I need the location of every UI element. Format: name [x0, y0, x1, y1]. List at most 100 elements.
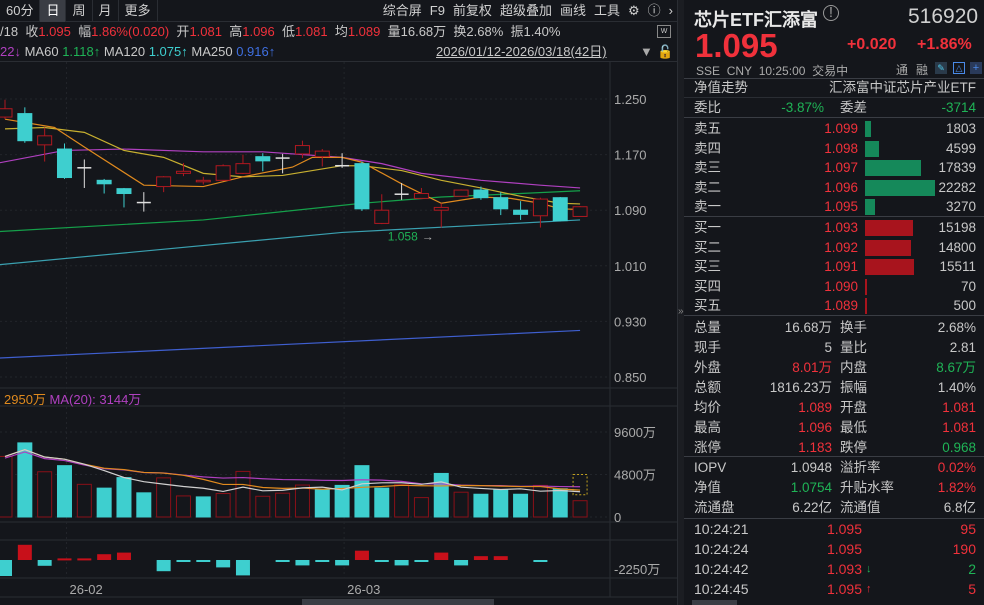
stat-value: 2.68% — [937, 320, 976, 335]
level-volume-bar — [865, 259, 914, 275]
bid-level-row[interactable]: 买四 1.090 70 — [684, 277, 976, 296]
indicator-bar — [17, 544, 32, 560]
edit-icon[interactable]: ✎ — [935, 62, 947, 74]
bid-level-row[interactable]: 买三 1.091 15511 — [684, 257, 976, 276]
f9-button[interactable]: F9 — [429, 2, 445, 18]
avg-value: 1.089 — [347, 24, 381, 39]
ask-level-row[interactable]: 卖五 1.099 1803 — [684, 119, 976, 138]
stat-value: 0.968 — [942, 440, 976, 455]
lock-icon[interactable]: 🔓 — [657, 44, 674, 59]
volume-bar — [116, 477, 132, 518]
ma-legend-row: 22↓ MA60 1.118↑ MA120 1.075↑ MA250 0.916… — [0, 42, 677, 62]
volume-tick-label: 0 — [614, 510, 621, 525]
price-tick-label: 0.850 — [614, 370, 647, 385]
nav-trend-link[interactable]: 净值走势 — [694, 80, 748, 95]
chart-canvas[interactable]: 1.250 1.170 1.090 1.010 0.930 0.850 9600万 4800万… — [0, 0, 677, 605]
turn-label: 换 — [453, 24, 467, 39]
forward-adjust-button[interactable]: 前复权 — [452, 2, 492, 18]
period-more[interactable]: 更多 — [119, 0, 158, 22]
period-60min[interactable]: 60分 — [0, 0, 41, 22]
volume-ma10-line — [4, 449, 581, 491]
volume-bar — [513, 493, 529, 518]
date-range[interactable]: 2026/01/12-2026/03/18(42日) — [436, 44, 607, 59]
price-tick-label: 1.170 — [614, 148, 647, 163]
chevron-right-icon[interactable]: › — [668, 2, 673, 18]
ask-level-row[interactable]: 卖一 1.095 3270 — [684, 197, 976, 216]
volume-tick-label: 9600万 — [614, 425, 656, 440]
indicator-bar — [97, 554, 112, 560]
panel-divider[interactable]: » — [677, 0, 684, 605]
candle-body — [156, 176, 172, 188]
security-name: 芯片ETF汇添富 — [694, 10, 818, 30]
stat-label: 升贴水率 — [840, 480, 894, 495]
volume-bar — [473, 493, 489, 518]
stat-value: 16.68万 — [784, 320, 832, 335]
volume-bar — [493, 489, 509, 518]
candle-body — [493, 197, 509, 210]
weibi-label: 委比 — [694, 100, 721, 115]
ask-level-row[interactable]: 卖二 1.096 22282 — [684, 178, 976, 197]
volume-bar — [175, 495, 191, 518]
level-volume-bar — [865, 298, 867, 314]
level-volume-bar — [865, 220, 913, 236]
min-price-annotation: 1.058 — [388, 229, 418, 243]
candle-body — [0, 108, 13, 118]
volume-bar — [255, 495, 271, 518]
ma250-line — [0, 329, 581, 359]
volume-bar — [275, 492, 291, 518]
candle — [513, 201, 529, 220]
tick-scrollbar[interactable] — [692, 600, 737, 605]
kline-chart-panel[interactable]: 60分 日 周 月 更多 综合屏 F9 前复权 超级叠加 画线 工具 ⚙ ⓘ ›… — [0, 0, 677, 605]
period-day[interactable]: 日 — [40, 0, 67, 22]
stat-label: IOPV — [694, 460, 727, 475]
close-value: 1.095 — [38, 24, 71, 39]
candle-body — [56, 148, 72, 179]
period-month[interactable]: 月 — [93, 0, 119, 22]
stat-value: 1.82% — [937, 480, 976, 495]
expand-icon[interactable]: » — [678, 306, 684, 317]
ma250-label: MA250 — [191, 44, 233, 59]
stat-value: 1.096 — [798, 420, 832, 435]
stat-value: 2.81 — [949, 340, 976, 355]
candle-body — [453, 189, 469, 197]
ma60-label: MA60 — [24, 44, 59, 59]
volume-bar — [374, 487, 390, 518]
volume-ma5-line — [4, 449, 581, 493]
chart-toolbar: 60分 日 周 月 更多 综合屏 F9 前复权 超级叠加 画线 工具 ⚙ ⓘ › — [0, 0, 677, 22]
level-price: 1.090 — [824, 278, 858, 294]
tick-time: 10:24:45 — [694, 581, 749, 597]
bid-level-row[interactable]: 买二 1.092 14800 — [684, 238, 976, 257]
bell-icon[interactable]: △ — [953, 62, 965, 74]
add-icon[interactable]: + — [970, 62, 982, 74]
overlay-button[interactable]: 超级叠加 — [499, 2, 552, 18]
help-icon[interactable]: ⓘ — [647, 2, 661, 18]
dropdown-icon[interactable]: ▼ — [640, 44, 653, 59]
ask-level-row[interactable]: 卖四 1.098 4599 — [684, 139, 976, 158]
candle — [195, 176, 211, 185]
screen-icon[interactable]: W — [657, 25, 671, 38]
info-icon[interactable]: ! — [823, 5, 839, 21]
nav-trend-row[interactable]: 净值走势 汇添富中证芯片产业ETF — [684, 78, 976, 97]
stat-value: 1.183 — [798, 440, 832, 455]
indicator-bar — [37, 560, 52, 566]
stat-label: 跌停 — [840, 440, 867, 455]
low-label: 低 — [282, 24, 296, 39]
candle — [473, 186, 489, 200]
bid-level-row[interactable]: 买五 1.089 500 — [684, 296, 976, 315]
stat-label: 流通值 — [840, 500, 881, 515]
indicator-bar — [533, 560, 548, 562]
bid-level-row[interactable]: 买一 1.093 15198 — [684, 218, 976, 237]
tong-badge: 通 — [896, 63, 909, 77]
draw-line-button[interactable]: 画线 — [559, 2, 586, 18]
candle — [453, 189, 469, 197]
indicator-bar — [394, 560, 409, 566]
composite-screen-button[interactable]: 综合屏 — [382, 2, 422, 18]
indicator-bar — [295, 560, 310, 566]
chart-scrollbar[interactable] — [302, 599, 494, 605]
tools-button[interactable]: 工具 — [593, 2, 620, 18]
period-week[interactable]: 周 — [66, 0, 93, 22]
amp-label: 幅 — [78, 24, 92, 39]
candle — [136, 192, 151, 212]
gear-icon[interactable]: ⚙ — [627, 2, 640, 18]
ask-level-row[interactable]: 卖三 1.097 17839 — [684, 158, 976, 177]
